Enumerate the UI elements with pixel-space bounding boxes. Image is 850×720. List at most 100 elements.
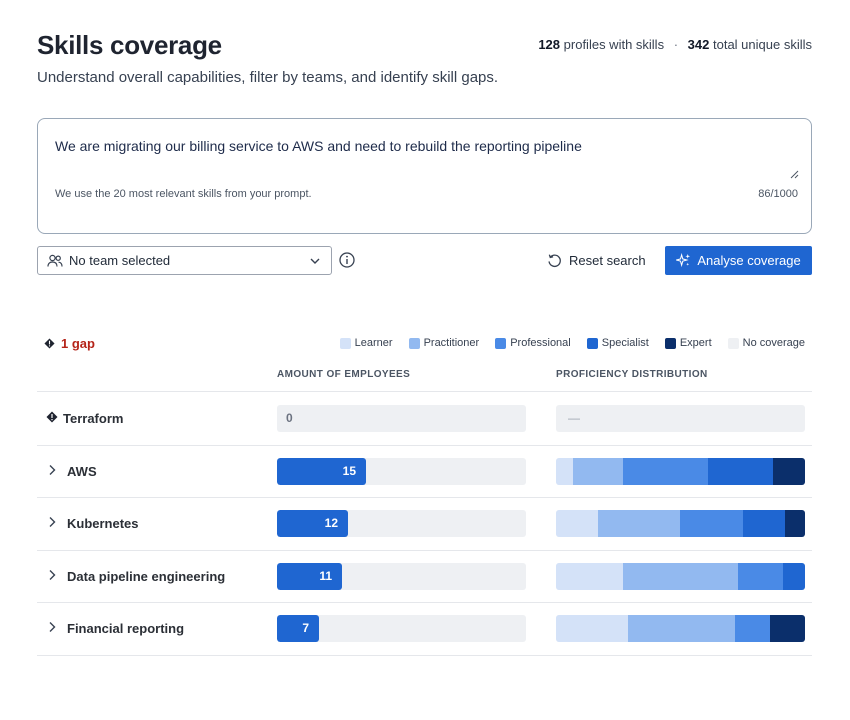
legend-swatch [664, 337, 676, 349]
reset-search-label: Reset search [569, 253, 646, 268]
legend-item: Professional [495, 337, 571, 349]
skills-label: total unique skills [713, 37, 812, 52]
distribution-segment-practitioner [598, 510, 681, 538]
legend-swatch [408, 337, 420, 349]
profiles-label: profiles with skills [563, 37, 665, 52]
info-icon[interactable] [339, 252, 355, 268]
distribution-segment-professional [735, 615, 771, 643]
page-subtitle: Understand overall capabilities, filter … [37, 69, 499, 86]
legend-label: Practitioner [423, 337, 480, 349]
legend-label: Expert [679, 337, 712, 349]
legend-swatch [727, 337, 739, 349]
legend-item: No coverage [727, 337, 805, 349]
stats-separator: · [673, 37, 679, 52]
skills-count: 342 [687, 37, 710, 52]
employees-bar-fill: 11 [277, 562, 342, 590]
legend-item: Practitioner [408, 337, 480, 349]
row-divider [37, 497, 812, 498]
summary-stats: 128 profiles with skills · 342 total uni… [538, 37, 812, 52]
legend-swatch [339, 337, 351, 349]
distribution-segment-learner [556, 510, 599, 538]
distribution-segment-professional [623, 457, 708, 485]
employees-bar-track: 0 [277, 405, 526, 432]
distribution-segment-specialist [707, 457, 773, 485]
proficiency-distribution-bar [556, 510, 805, 538]
skill-name: AWS [67, 463, 97, 479]
proficiency-distribution-bar [556, 615, 805, 643]
header-divider [37, 391, 812, 392]
row-divider [37, 602, 812, 603]
column-header-employees: AMOUNT OF EMPLOYEES [277, 369, 411, 380]
gap-count: 1 gap [61, 336, 95, 351]
chevron-right-icon[interactable] [46, 516, 58, 528]
skill-row: Terraform 0 — [37, 392, 812, 444]
employees-bar-track: 11 [277, 562, 526, 590]
distribution-segment-practitioner [623, 562, 738, 590]
analyse-coverage-label: Analyse coverage [697, 253, 801, 268]
resize-handle-icon[interactable] [789, 169, 799, 179]
chevron-right-icon[interactable] [46, 569, 58, 581]
team-select[interactable]: No team selected [37, 246, 332, 275]
legend-label: Specialist [601, 337, 649, 349]
skill-row[interactable]: Data pipeline engineering 11 [37, 550, 812, 602]
legend-item: Expert [664, 337, 712, 349]
employees-bar-track: 12 [277, 510, 526, 538]
skill-name: Terraform [63, 411, 124, 426]
distribution-segment-expert [772, 457, 805, 485]
skill-row[interactable]: Kubernetes 12 [37, 497, 812, 549]
employees-count: 15 [342, 463, 356, 478]
distribution-segment-professional [680, 510, 743, 538]
employees-count: 0 [286, 411, 293, 425]
chevron-right-icon[interactable] [46, 621, 58, 633]
distribution-segment-learner [556, 562, 624, 590]
legend-label: No coverage [742, 337, 805, 349]
employees-bar-fill: 7 [277, 615, 319, 643]
prompt-text[interactable]: We are migrating our billing service to … [55, 138, 582, 154]
legend-label: Learner [354, 337, 393, 349]
distribution-segment-expert [785, 510, 805, 538]
legend-label: Professional [510, 337, 571, 349]
distribution-segment-professional [737, 562, 783, 590]
row-divider [37, 655, 812, 656]
column-header-distribution: PROFICIENCY DISTRIBUTION [556, 369, 708, 380]
warning-diamond-icon [44, 338, 55, 349]
distribution-segment-learner [556, 457, 574, 485]
gap-summary: 1 gap [44, 336, 95, 351]
employees-bar-track: 15 [277, 457, 526, 485]
page-title: Skills coverage [37, 30, 222, 60]
skill-name: Data pipeline engineering [67, 568, 226, 584]
reset-icon [548, 254, 561, 268]
distribution-segment-learner [556, 615, 629, 643]
legend-swatch [495, 337, 507, 349]
employees-bar-track: 7 [277, 615, 526, 643]
distribution-segment-specialist [782, 562, 805, 590]
distribution-segment-specialist [742, 510, 786, 538]
employees-count: 12 [324, 516, 338, 531]
no-coverage-dash: — [568, 411, 580, 425]
employees-bar-fill: 15 [277, 457, 366, 485]
warning-diamond-icon [46, 411, 58, 423]
employees-count: 11 [319, 568, 332, 583]
prompt-textarea[interactable]: We are migrating our billing service to … [37, 118, 812, 234]
prompt-char-counter: 86/1000 [758, 188, 798, 200]
skill-name: Financial reporting [67, 621, 185, 637]
skill-row[interactable]: Financial reporting 7 [37, 602, 812, 654]
people-icon [47, 254, 63, 267]
row-divider [37, 550, 812, 551]
distribution-segment-practitioner [573, 457, 624, 485]
proficiency-distribution-bar [556, 562, 805, 590]
reset-search-button[interactable]: Reset search [547, 246, 646, 275]
proficiency-legend: Learner Practitioner Professional Specialis… [339, 337, 805, 349]
legend-item: Specialist [586, 337, 649, 349]
chevron-right-icon[interactable] [46, 464, 58, 476]
team-select-value: No team selected [69, 253, 171, 268]
sparkle-icon [676, 253, 691, 268]
page-header: Skills coverage 128 profiles with skills… [37, 30, 812, 61]
proficiency-distribution-bar: — [556, 405, 805, 432]
analyse-coverage-button[interactable]: Analyse coverage [665, 246, 812, 275]
skill-row[interactable]: AWS 15 [37, 445, 812, 497]
row-divider [37, 445, 812, 446]
legend-swatch [586, 337, 598, 349]
proficiency-distribution-bar [556, 457, 805, 485]
prompt-hint: We use the 20 most relevant skills from … [55, 188, 312, 200]
